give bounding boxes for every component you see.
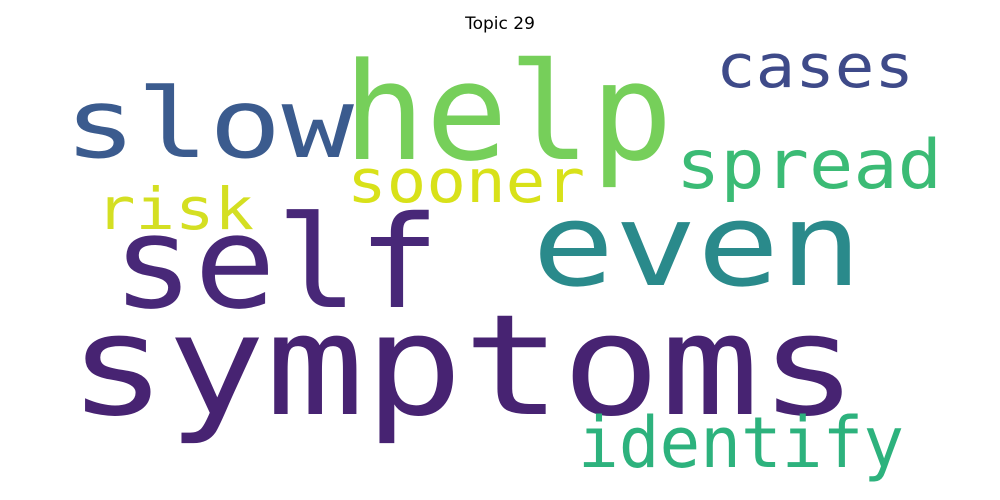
figure-title: Topic 29	[465, 14, 535, 34]
word-risk: risk	[96, 175, 254, 243]
word-help: help	[343, 34, 673, 191]
word-sooner: sooner	[347, 147, 585, 217]
word-cases: cases	[716, 32, 914, 102]
word-self: self	[112, 189, 440, 338]
word-even: even	[532, 179, 862, 313]
word-spread: spread	[676, 126, 942, 205]
word-symptoms: symptoms	[68, 285, 858, 448]
word-identify: identify	[578, 402, 904, 484]
word-slow: slow	[64, 68, 354, 180]
